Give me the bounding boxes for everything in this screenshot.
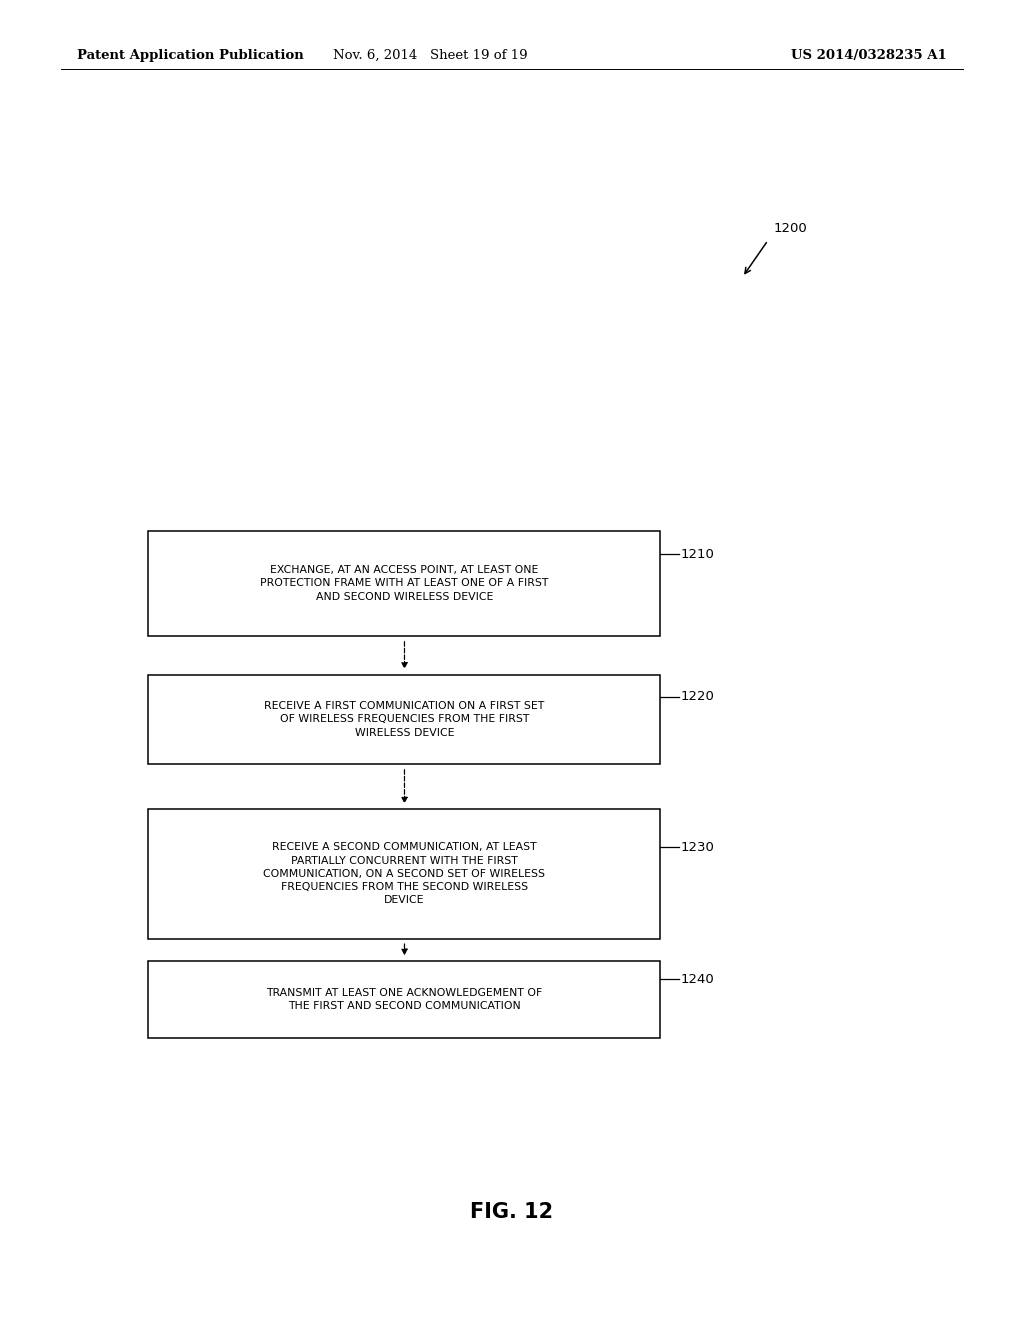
Text: 1220: 1220 [681, 690, 715, 704]
Text: US 2014/0328235 A1: US 2014/0328235 A1 [792, 49, 947, 62]
Text: 1210: 1210 [681, 548, 715, 561]
Bar [148, 961, 660, 1038]
Bar [148, 675, 660, 764]
Text: TRANSMIT AT LEAST ONE ACKNOWLEDGEMENT OF
THE FIRST AND SECOND COMMUNICATION: TRANSMIT AT LEAST ONE ACKNOWLEDGEMENT OF… [266, 987, 543, 1011]
Text: 1200: 1200 [773, 222, 807, 235]
Text: RECEIVE A FIRST COMMUNICATION ON A FIRST SET
OF WIRELESS FREQUENCIES FROM THE FI: RECEIVE A FIRST COMMUNICATION ON A FIRST… [264, 701, 545, 738]
Text: Nov. 6, 2014   Sheet 19 of 19: Nov. 6, 2014 Sheet 19 of 19 [333, 49, 527, 62]
Text: Patent Application Publication: Patent Application Publication [77, 49, 303, 62]
Text: FIG. 12: FIG. 12 [470, 1201, 554, 1222]
Bar [148, 809, 660, 939]
Bar [148, 531, 660, 636]
Text: 1240: 1240 [681, 973, 715, 986]
Text: EXCHANGE, AT AN ACCESS POINT, AT LEAST ONE
PROTECTION FRAME WITH AT LEAST ONE OF: EXCHANGE, AT AN ACCESS POINT, AT LEAST O… [260, 565, 549, 602]
Text: RECEIVE A SECOND COMMUNICATION, AT LEAST
PARTIALLY CONCURRENT WITH THE FIRST
COM: RECEIVE A SECOND COMMUNICATION, AT LEAST… [263, 842, 546, 906]
Text: 1230: 1230 [681, 841, 715, 854]
